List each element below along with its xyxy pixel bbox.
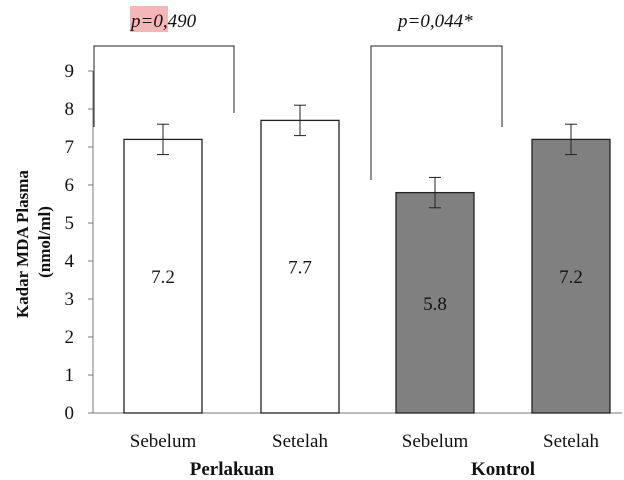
y-axis-label: Kadar MDA Plasma (nmol/ml) xyxy=(13,166,54,318)
p-value-perlakuan: p=0,490 xyxy=(129,11,197,32)
data-label: 7.2 xyxy=(559,267,583,288)
category-label: Sebelum xyxy=(130,431,197,452)
y-tick-label: 2 xyxy=(65,327,75,348)
data-label: 7.7 xyxy=(288,258,312,279)
y-tick-label: 9 xyxy=(65,61,75,82)
bracket-kontrol xyxy=(370,45,503,180)
category-label: Sebelum xyxy=(402,431,469,452)
category-label: Setelah xyxy=(543,431,599,452)
y-tick-label: 3 xyxy=(65,289,75,310)
y-tick-label: 7 xyxy=(65,137,75,158)
y-tick-label: 5 xyxy=(65,213,75,234)
data-label: 7.2 xyxy=(151,267,175,288)
bars xyxy=(123,119,611,414)
group-label: Perlakuan xyxy=(190,459,275,480)
p-value-kontrol: p=0,044* xyxy=(396,11,473,32)
y-axis-label-line2: (nmol/ml) xyxy=(35,206,54,278)
p-value-highlight xyxy=(130,6,168,32)
y-tick-label: 1 xyxy=(65,365,75,386)
y-axis-label-line1: Kadar MDA Plasma xyxy=(13,170,32,318)
error-bars xyxy=(157,104,577,209)
value-labels: 7.2 7.7 5.8 7.2 xyxy=(151,258,583,315)
y-tick-label: 8 xyxy=(65,99,75,120)
significance-brackets xyxy=(93,45,503,180)
x-axis-labels: Sebelum Setelah Sebelum Setelah Perlakuan Kon… xyxy=(130,431,600,480)
y-tick-label: 0 xyxy=(65,403,75,424)
bar xyxy=(260,119,340,414)
data-label: 5.8 xyxy=(423,294,447,315)
bar xyxy=(123,138,203,414)
y-tick-label: 6 xyxy=(65,175,75,196)
bracket-perlakuan xyxy=(93,45,235,127)
category-label: Setelah xyxy=(272,431,328,452)
bar xyxy=(395,191,475,414)
bar xyxy=(531,138,611,414)
y-tick-label: 4 xyxy=(65,251,75,272)
group-label: Kontrol xyxy=(471,459,535,480)
